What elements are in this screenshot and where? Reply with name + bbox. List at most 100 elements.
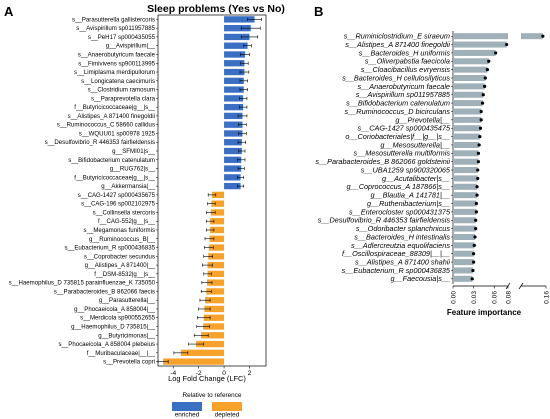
panel-a-category-label: s__Phocaeicola_A 858004 plebeius bbox=[58, 341, 155, 348]
panel-b-point bbox=[483, 84, 487, 88]
panel-b-bar bbox=[453, 150, 479, 157]
panel-b-point bbox=[478, 126, 483, 130]
panel-b-point bbox=[476, 151, 481, 155]
panel-a-category-label: g__Butyricimonas|__ bbox=[98, 332, 155, 339]
legend-swatch-depleted bbox=[212, 402, 242, 411]
panel-b-category-label: s__Bacteroides_H intestinalis bbox=[354, 232, 450, 241]
panel-a-chart: s__Parasutterella gallistercoris s__Avisp… bbox=[9, 14, 267, 377]
panel-b-point bbox=[474, 227, 478, 231]
panel-a-category-label: f__Butyricicoccaceae|g__|s__ bbox=[74, 104, 155, 111]
panel-a-bar bbox=[209, 235, 225, 242]
panel-b-point bbox=[483, 76, 487, 80]
panel-b-bar bbox=[453, 133, 480, 140]
panel-a-category-label: g__RUG762|s__ bbox=[110, 166, 156, 173]
legend-title: Relative to reference bbox=[183, 392, 242, 399]
panel-a-letter: A bbox=[4, 4, 14, 19]
panel-a-category-label: s__Megamonas funiformis bbox=[84, 227, 155, 234]
panel-a-bar bbox=[224, 60, 245, 67]
panel-b-x-tick-label: 0.03 bbox=[471, 291, 478, 304]
panel-b-category-label: s__Avispirillum sp011957885 bbox=[356, 90, 451, 99]
panel-b-bar bbox=[453, 175, 478, 182]
panel-a-bar bbox=[206, 279, 225, 286]
panel-a-bar bbox=[205, 297, 225, 304]
panel-b-point bbox=[487, 59, 491, 63]
panel-a-bar bbox=[203, 323, 225, 330]
panel-b-point bbox=[477, 143, 481, 147]
panel-a-category-label: s__Merdicola sp900552655 bbox=[80, 315, 155, 322]
panel-a-bar bbox=[180, 349, 225, 356]
panel-b-letter: B bbox=[314, 4, 323, 19]
legend: enriched depleted bbox=[172, 402, 242, 419]
panel-a-bar bbox=[210, 226, 225, 234]
legend-label-depleted: depleted bbox=[215, 412, 240, 419]
panel-b-category-label: s__UBA1259 sp900320065 bbox=[361, 165, 451, 174]
panel-a-category-label: g__SFMI01|s__ bbox=[112, 148, 156, 155]
panel-a-category-label: s__Prevotella copri bbox=[103, 359, 155, 366]
panel-b-bar bbox=[453, 108, 482, 115]
panel-b-bar bbox=[453, 233, 475, 240]
panel-b-axis-break-mark bbox=[518, 282, 524, 290]
panel-b-category-label: s__Alistipes_A 871400 finegoldii bbox=[345, 40, 450, 49]
panel-a-bar bbox=[224, 95, 244, 102]
panel-a-category-label: s__Ruminococcus_C 58660 callidus bbox=[57, 122, 155, 129]
panel-b-bar bbox=[521, 33, 543, 40]
panel-a-bar bbox=[224, 174, 241, 181]
panel-a-bar bbox=[224, 103, 244, 111]
panel-a-bar bbox=[224, 68, 245, 76]
panel-a-bar bbox=[201, 332, 225, 339]
panel-b-category-label: s__Alistipes_A 871400 shahii bbox=[355, 257, 450, 266]
panel-b-bar bbox=[453, 66, 488, 73]
panel-b-point bbox=[479, 109, 483, 114]
panel-a-category-label: f__CAG-552|g__|s__ bbox=[98, 218, 156, 225]
panel-a-bar bbox=[208, 253, 225, 260]
panel-a-x-tick-label: 0 bbox=[222, 370, 226, 377]
panel-b-point bbox=[476, 160, 481, 164]
panel-b-category-label: s__Parabacteroides_B 862066 goldsteinii bbox=[315, 157, 450, 166]
panel-b-bar bbox=[453, 83, 485, 90]
panel-a-category-label: s__Avispirillum sp011957885 bbox=[76, 25, 155, 32]
panel-b-category-label: s__Cloacibacillus evryensis bbox=[361, 65, 451, 74]
panel-a-bar bbox=[163, 358, 225, 365]
panel-a-x-tick-label: 2 bbox=[248, 370, 252, 377]
panel-a-category-label: g__Haemophilus_D 735815|__ bbox=[71, 324, 156, 331]
panel-b-point bbox=[475, 193, 479, 197]
panel-a-x-axis-label: Log Fold Change (LFC) bbox=[168, 374, 246, 383]
panel-a-category-label: g__Parasutterella|__ bbox=[99, 297, 156, 304]
panel-a-category-label: s__CAG-196 sp002102975 bbox=[81, 201, 155, 208]
panel-b-bar bbox=[453, 275, 473, 282]
panel-a-category-label: f__DSM-8532|g__|s__ bbox=[94, 271, 155, 278]
panel-b-bar bbox=[453, 125, 481, 132]
panel-b-point bbox=[494, 51, 498, 55]
panel-b-point bbox=[481, 93, 485, 97]
panel-a-bar bbox=[211, 200, 225, 207]
panel-b-category-label: g__Acutalibacter|s__ bbox=[382, 174, 450, 183]
panel-a-bar bbox=[224, 112, 243, 120]
panel-b-bar bbox=[453, 217, 476, 224]
panel-b-bar bbox=[453, 58, 489, 65]
panel-b-category-label: s__Anaerobutyricum faecale bbox=[358, 82, 450, 91]
panel-b-category-label: s__Enterocloster sp000431375 bbox=[349, 207, 451, 216]
panel-b-category-label: s__Desulfovibrio_R 446353 fairfieldensis bbox=[318, 216, 451, 225]
panel-a-category-label: s__WQUU01 sp00978 1925 bbox=[79, 130, 156, 137]
panel-a-x-tick-label: -2 bbox=[196, 370, 202, 377]
panel-a-category-label: s__Haemophilus_D 735815 parainfluenzae_K… bbox=[9, 280, 156, 287]
panel-a-category-label: s__Anaerobutyricum faecale bbox=[78, 51, 156, 58]
legend-swatch-enriched bbox=[172, 402, 202, 411]
panel-b-category-label: s__CAG-1427 sp000435475 bbox=[358, 124, 451, 133]
panel-a-bar bbox=[203, 314, 225, 321]
panel-a-category-label: g__Akkermansia|__ bbox=[101, 183, 155, 190]
panel-b-point bbox=[476, 176, 480, 181]
panel-b-point bbox=[472, 243, 476, 247]
panel-b-category-label: s__Bacteroides_H cellulosilyticus bbox=[342, 73, 450, 82]
panel-b-point bbox=[505, 42, 509, 47]
panel-a-bar bbox=[224, 121, 243, 128]
panel-a-category-label: s__Limiplasma merdipullorum bbox=[74, 69, 155, 76]
panel-a-category-label: f__Muribaculaceae|__|__ bbox=[87, 350, 156, 357]
panel-b-bar bbox=[453, 259, 474, 266]
panel-b-x-tick-label: 0.08 bbox=[505, 291, 512, 304]
panel-b-chart: s__Ruminiclostridium_E siraeums__Alistip… bbox=[315, 31, 550, 304]
panel-b-bar bbox=[453, 49, 496, 56]
panel-b-point bbox=[472, 260, 476, 264]
panel-a-bar bbox=[224, 33, 250, 41]
